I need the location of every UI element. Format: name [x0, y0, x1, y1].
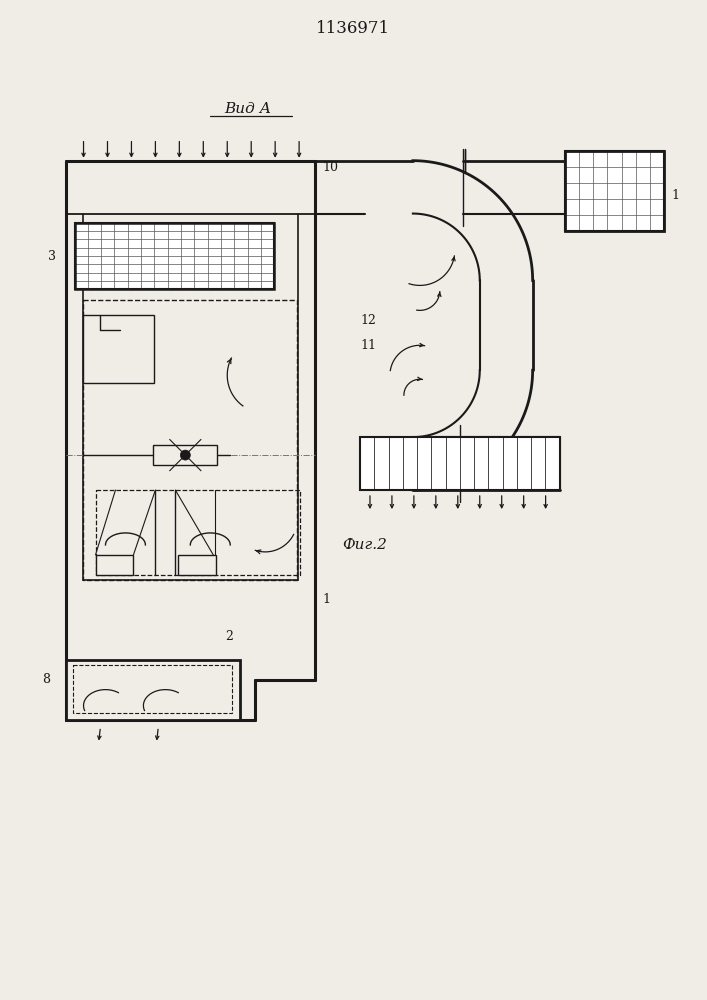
- Bar: [565, 151, 665, 231]
- Text: 1: 1: [672, 189, 679, 202]
- Bar: [83, 315, 154, 383]
- Text: 8: 8: [42, 673, 51, 686]
- Bar: [565, 151, 665, 231]
- Text: Фиг.2: Фиг.2: [342, 538, 387, 552]
- Bar: [360, 437, 560, 490]
- Text: 3: 3: [47, 250, 56, 263]
- Text: 11: 11: [360, 339, 376, 352]
- Bar: [360, 437, 560, 490]
- Text: Вид А: Вид А: [225, 102, 271, 116]
- Bar: [73, 665, 232, 713]
- Text: 2: 2: [226, 630, 233, 643]
- Bar: [153, 445, 217, 465]
- Bar: [178, 555, 216, 575]
- Bar: [95, 490, 300, 575]
- Bar: [95, 555, 134, 575]
- Bar: [83, 300, 297, 580]
- Bar: [66, 660, 240, 720]
- Bar: [74, 223, 274, 289]
- Bar: [74, 223, 274, 289]
- Circle shape: [180, 450, 190, 460]
- Text: 12: 12: [360, 314, 376, 327]
- Text: 1: 1: [322, 593, 330, 606]
- Text: 1136971: 1136971: [316, 20, 390, 37]
- Text: 10: 10: [322, 161, 338, 174]
